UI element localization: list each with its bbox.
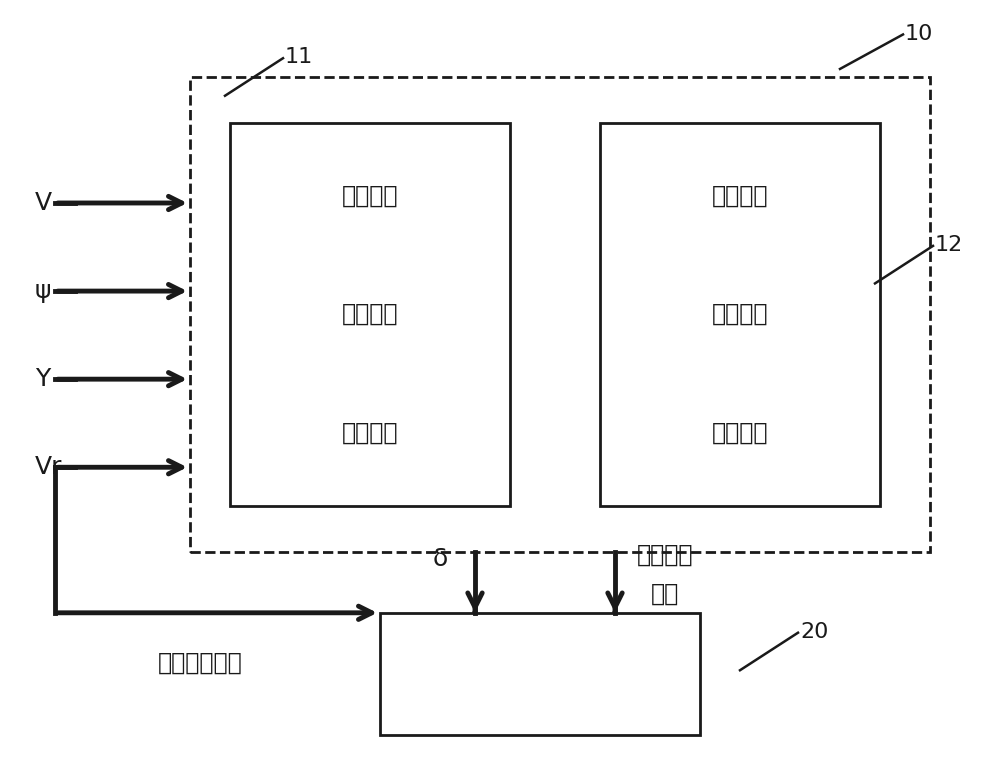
Bar <box>380 613 700 735</box>
Text: 重构计算: 重构计算 <box>712 302 768 326</box>
Text: 纵向运动: 纵向运动 <box>342 183 398 208</box>
Text: Y: Y <box>35 367 50 391</box>
Text: 12: 12 <box>935 235 963 255</box>
Text: δ: δ <box>432 547 448 571</box>
Text: 20: 20 <box>800 622 828 642</box>
Text: 10: 10 <box>905 25 933 44</box>
Text: V: V <box>35 191 52 215</box>
Bar <box>230 123 510 506</box>
Bar <box>600 123 880 506</box>
Text: 优化分配: 优化分配 <box>712 421 768 445</box>
Text: 重构分配
指令: 重构分配 指令 <box>637 543 693 606</box>
Text: 机轮状态监测: 机轮状态监测 <box>158 650 242 675</box>
Text: 横摇运动: 横摇运动 <box>342 421 398 445</box>
Text: Vr: Vr <box>35 455 62 480</box>
Text: ψ: ψ <box>35 279 52 303</box>
Text: 侧向运动: 侧向运动 <box>342 302 398 326</box>
Text: 11: 11 <box>285 47 313 67</box>
Bar <box>190 77 930 552</box>
Text: 指令分析: 指令分析 <box>712 183 768 208</box>
